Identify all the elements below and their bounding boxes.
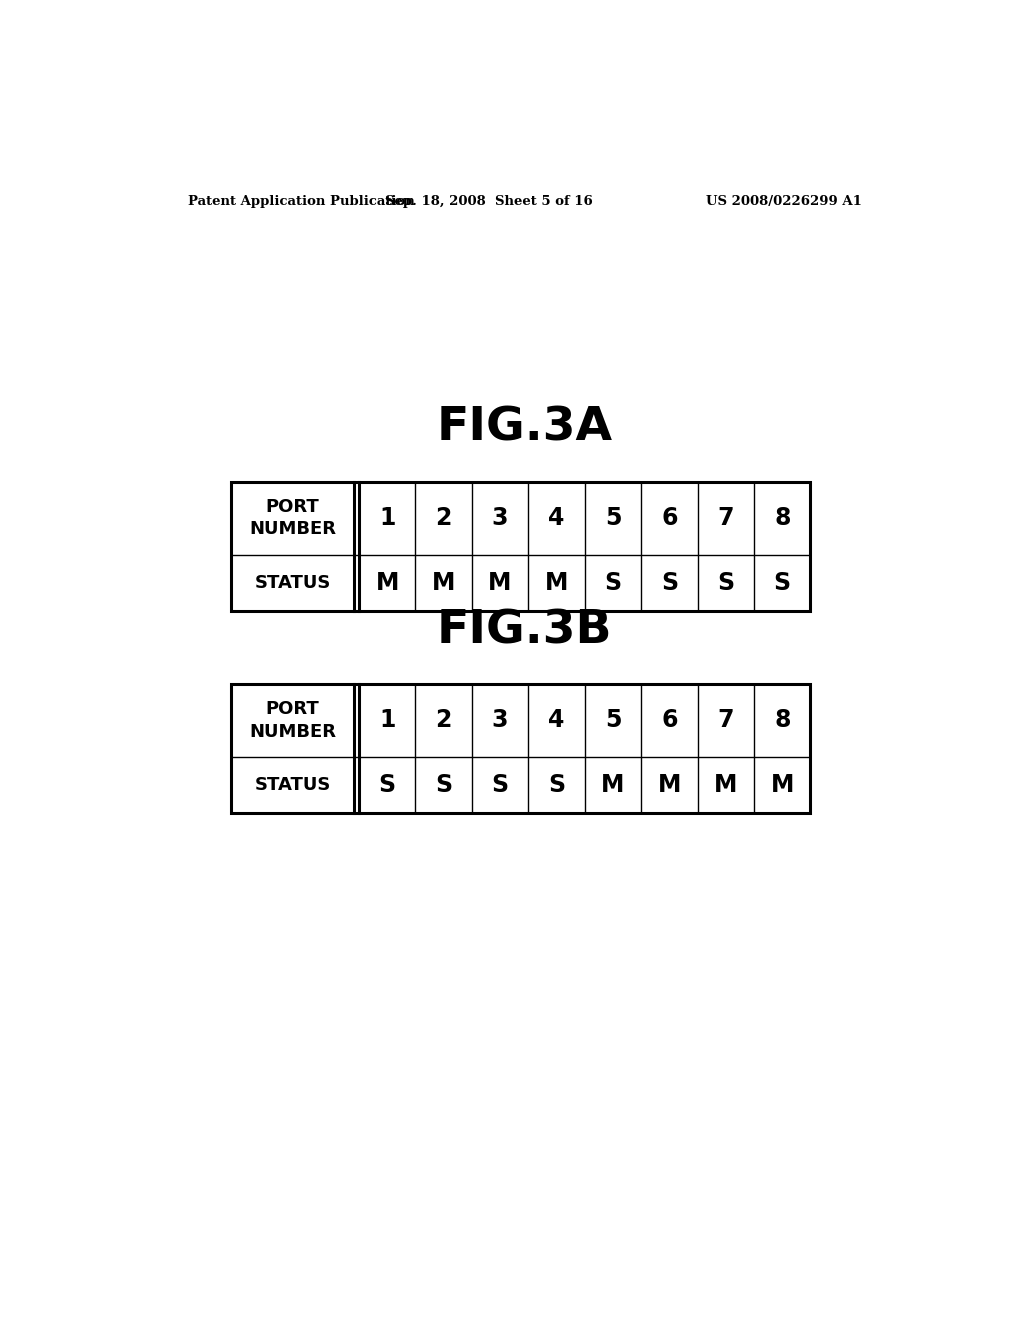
Text: 2: 2	[435, 506, 452, 531]
Text: 7: 7	[718, 709, 734, 733]
Text: S: S	[660, 570, 678, 595]
Text: S: S	[492, 774, 509, 797]
Text: STATUS: STATUS	[255, 776, 331, 795]
Text: 6: 6	[662, 506, 678, 531]
Text: M: M	[488, 570, 512, 595]
Text: 6: 6	[662, 709, 678, 733]
Text: 7: 7	[718, 506, 734, 531]
Text: PORT
NUMBER: PORT NUMBER	[249, 701, 336, 741]
Text: 4: 4	[548, 506, 564, 531]
Text: M: M	[714, 774, 737, 797]
Text: S: S	[717, 570, 734, 595]
Text: Patent Application Publication: Patent Application Publication	[187, 194, 415, 207]
Text: M: M	[601, 774, 625, 797]
Text: US 2008/0226299 A1: US 2008/0226299 A1	[707, 194, 862, 207]
Text: M: M	[657, 774, 681, 797]
Text: 3: 3	[492, 506, 508, 531]
Text: 1: 1	[379, 709, 395, 733]
Text: M: M	[376, 570, 398, 595]
Text: 5: 5	[605, 709, 622, 733]
Text: S: S	[604, 570, 622, 595]
Text: FIG.3B: FIG.3B	[437, 609, 612, 653]
Text: 2: 2	[435, 709, 452, 733]
Text: 1: 1	[379, 506, 395, 531]
Text: M: M	[545, 570, 568, 595]
Text: S: S	[435, 774, 453, 797]
Text: FIG.3A: FIG.3A	[437, 405, 612, 450]
Text: S: S	[548, 774, 565, 797]
Text: S: S	[379, 774, 395, 797]
Text: 5: 5	[605, 506, 622, 531]
Text: M: M	[771, 774, 794, 797]
Text: 3: 3	[492, 709, 508, 733]
Bar	[231, 482, 811, 611]
Text: PORT
NUMBER: PORT NUMBER	[249, 498, 336, 539]
Text: M: M	[432, 570, 456, 595]
Text: 8: 8	[774, 506, 791, 531]
Text: Sep. 18, 2008  Sheet 5 of 16: Sep. 18, 2008 Sheet 5 of 16	[385, 194, 593, 207]
Text: 4: 4	[548, 709, 564, 733]
Text: STATUS: STATUS	[255, 574, 331, 591]
Text: S: S	[774, 570, 791, 595]
Bar	[231, 684, 811, 813]
Text: 8: 8	[774, 709, 791, 733]
